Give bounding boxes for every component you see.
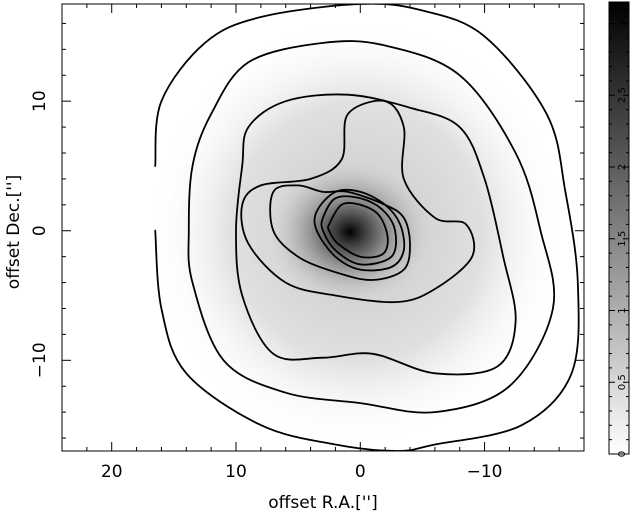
contour-level-7: [320, 195, 397, 266]
plot-area: [61, 3, 585, 452]
x-tick-label: −10: [467, 462, 503, 482]
colorbar-ticks: 0 0.5 1 1.5 2 2.5 3: [609, 8, 629, 457]
colorbar-ramp: [608, 1, 630, 455]
contour-level-2: [187, 40, 556, 414]
y-tick-labels: 10 0 −10: [30, 90, 50, 378]
x-tick-label: 20: [101, 462, 123, 482]
colorbar-tick-label: 0.5: [617, 374, 628, 390]
colorbar: 0 0.5 1 1.5 2 2.5 3: [608, 1, 630, 457]
contour-level-4: [240, 99, 476, 304]
y-axis-label: offset Dec.['']: [4, 175, 24, 289]
intensity-image: [148, 17, 568, 447]
contour-level-8: [326, 202, 389, 259]
contour-level-6: [313, 188, 406, 272]
colorbar-tick-label: 1: [617, 307, 628, 313]
x-tick-label: 0: [355, 462, 366, 482]
plot-frame: [61, 3, 585, 452]
axis-ticks: [61, 4, 585, 451]
contour-level-3: [235, 93, 517, 376]
contour-level-1: [154, 4, 580, 451]
colorbar-tick-label: 3: [617, 20, 628, 26]
contour-lines: [154, 4, 580, 451]
colorbar-tick-label: 0: [617, 451, 628, 457]
x-tick-label: 10: [225, 462, 247, 482]
y-tick-label: −10: [30, 342, 50, 378]
x-tick-labels: 20 10 0 −10: [101, 462, 503, 482]
colorbar-tick-label: 2.5: [617, 87, 628, 103]
y-tick-label: 10: [30, 90, 50, 112]
contour-level-5: [269, 184, 411, 281]
x-axis-label: offset R.A.['']: [268, 493, 377, 513]
y-tick-label: 0: [30, 225, 50, 236]
colorbar-tick-label: 2: [617, 164, 628, 170]
colorbar-tick-label: 1.5: [617, 231, 628, 247]
